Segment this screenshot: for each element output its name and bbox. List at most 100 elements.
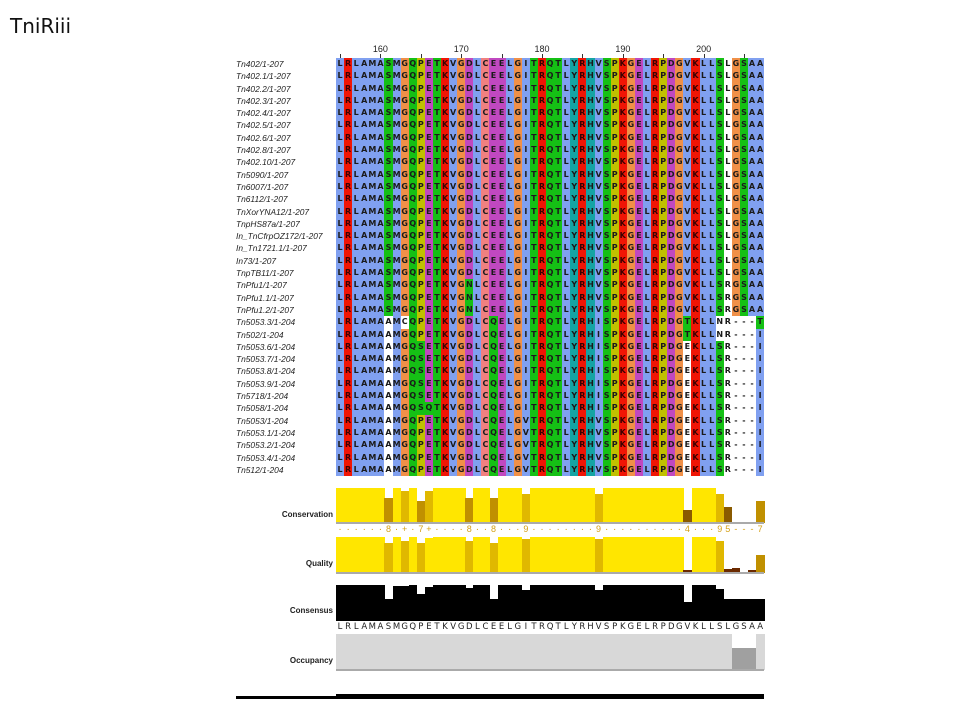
sequence-name[interactable]: Tn5058/1-204	[236, 403, 289, 414]
residue-cell: P	[416, 156, 425, 169]
consensus-residue: L	[644, 622, 650, 632]
sequence-name[interactable]: TnPfu1/1-207	[236, 280, 287, 291]
sequence-name[interactable]: Tn5053.2/1-204	[236, 440, 296, 451]
sequence-name[interactable]: Tn402.2/1-207	[236, 83, 291, 94]
sequence-name[interactable]: Tn5053.8/1-204	[236, 366, 296, 377]
residue-cell: P	[610, 94, 619, 108]
sequence-name[interactable]: Tn5090/1-207	[236, 169, 289, 180]
sequence-name[interactable]: TnpTB11/1-207	[236, 268, 294, 279]
residue-cell: S	[416, 353, 425, 366]
alignment-scrollbar[interactable]	[336, 694, 764, 699]
conservation-symbol: ·	[346, 524, 350, 535]
sequence-name[interactable]: Tn6112/1-207	[236, 194, 288, 205]
sequence-name[interactable]: Tn5053/1-204	[236, 415, 289, 426]
residue-cell: S	[384, 279, 393, 292]
residue-cell: L	[505, 463, 514, 477]
sequence-name[interactable]: In73/1-207	[236, 255, 277, 266]
sequence-name[interactable]: Tn402.6/1-207	[236, 132, 291, 143]
sequence-name[interactable]: Tn5053.3/1-204	[236, 317, 296, 328]
residue-cell: K	[691, 439, 700, 452]
conservation-bar	[497, 488, 507, 523]
residue-cell: K	[618, 205, 627, 218]
residue-cell: Y	[570, 303, 579, 317]
sequence-name[interactable]: Tn5053.6/1-204	[236, 341, 296, 352]
sequence-name[interactable]: Tn6007/1-207	[236, 181, 289, 192]
residue-cell: L	[505, 144, 514, 157]
sequence-name[interactable]: In_TnCfrpOZ172/1-207	[236, 231, 323, 242]
sequence-name[interactable]: Tn402.1/1-207	[236, 71, 291, 82]
sequence-name[interactable]: TnXorYNA12/1-207	[236, 206, 310, 217]
residue-cell: I	[521, 144, 530, 157]
sequence-name[interactable]: Tn402.8/1-207	[236, 145, 291, 156]
residue-cell: Q	[546, 390, 555, 403]
names-panel-scrollbar[interactable]	[236, 696, 336, 699]
residue-cell: A	[756, 58, 765, 71]
residue-cell: Q	[546, 328, 555, 341]
sequence-name[interactable]: Tn502/1-204	[236, 329, 284, 340]
residue-cell: H	[586, 70, 595, 83]
residue-cell: G	[400, 303, 409, 317]
residue-cell: K	[691, 119, 700, 132]
residue-cell: E	[424, 156, 433, 169]
sequence-name[interactable]: Tn402.4/1-207	[236, 108, 291, 119]
sequence-name[interactable]: Tn5053.7/1-204	[236, 354, 296, 365]
residue-cell: I	[594, 316, 603, 329]
residue-cell: A	[384, 328, 393, 341]
sequence-name[interactable]: Tn402.5/1-207	[236, 120, 291, 131]
residue-cell: L	[505, 107, 514, 120]
sequence-name[interactable]: TnPfu1.1/1-207	[236, 292, 294, 303]
residue-cell: L	[473, 82, 482, 95]
residue-cell: -	[739, 365, 748, 378]
sequence-name[interactable]: Tn5053.4/1-204	[236, 452, 296, 463]
sequence-name[interactable]: Tn5053.1/1-204	[236, 427, 296, 438]
residue-cell: V	[594, 193, 603, 206]
sequence-name[interactable]: In_Tn1721.1/1-207	[236, 243, 307, 254]
sequence-name[interactable]: Tn402/1-207	[236, 59, 284, 69]
sequence-name[interactable]: TnPfu1.2/1-207	[236, 304, 294, 315]
sequence-name[interactable]: Tn512/1-204	[236, 464, 284, 475]
sequence-name[interactable]: Tn5718/1-204	[236, 391, 289, 402]
sequence-name[interactable]: Tn5053.9/1-204	[236, 378, 296, 389]
sequence-name[interactable]: Tn402.3/1-207	[236, 95, 291, 106]
residue-cell: S	[602, 463, 611, 477]
residue-cell: A	[360, 131, 369, 145]
residue-cell: T	[432, 131, 442, 145]
sequence-name[interactable]: Tn402.10/1-207	[236, 157, 296, 168]
sequence-name[interactable]: TnpHS87a/1-207	[236, 218, 300, 229]
